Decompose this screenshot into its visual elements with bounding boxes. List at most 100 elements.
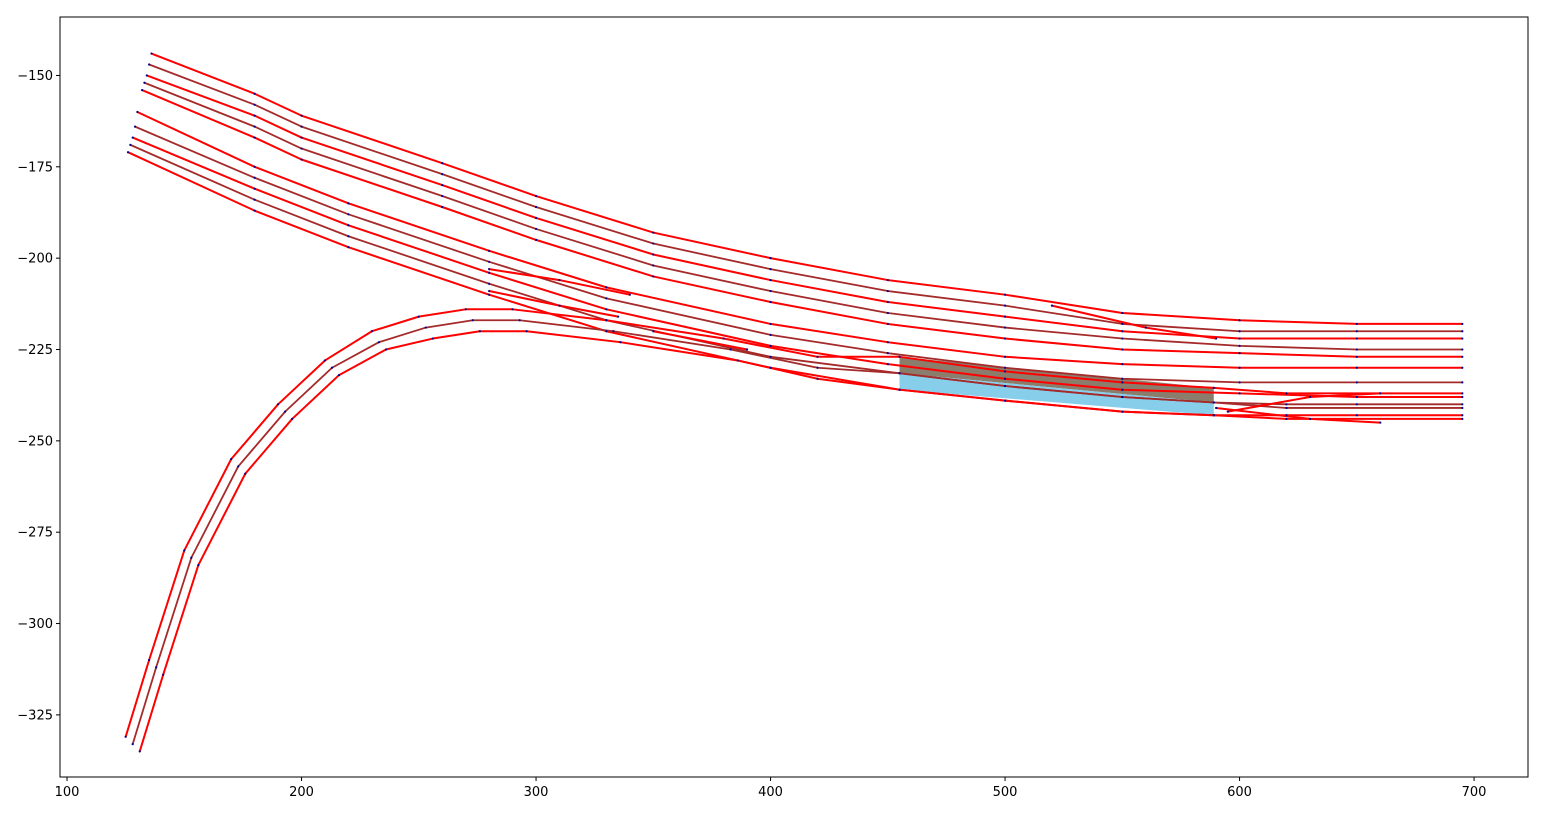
data-point [441,162,444,165]
data-point [1461,322,1464,326]
data-point [441,205,444,209]
data-point [488,289,491,293]
data-point [347,202,350,205]
data-point [488,249,491,252]
data-point [1121,311,1124,315]
data-point [244,472,247,475]
y-tick-label: −325 [17,708,53,723]
data-point [1461,417,1464,421]
data-point [431,337,434,340]
data-point [1238,337,1241,340]
data-point [253,209,256,212]
data-point [511,308,514,311]
boundary-line-2 [146,74,1463,340]
data-point [300,158,303,161]
data-point [347,235,350,238]
data-point [652,242,655,245]
data-point [1461,366,1464,369]
data-point [488,271,491,274]
data-point [253,92,256,95]
data-point [1121,377,1124,380]
data-point [126,151,130,154]
data-point [1355,366,1358,369]
data-point [377,341,381,344]
data-point [183,549,186,552]
data-point [1238,392,1241,395]
data-point [323,359,327,362]
data-point [300,114,303,117]
data-point [1003,377,1007,380]
data-point [1285,414,1288,417]
data-point [619,341,622,344]
data-point [605,297,608,300]
data-point [534,205,538,209]
data-point [1121,322,1124,326]
data-point [1144,326,1147,329]
data-point [1308,417,1312,421]
data-point [722,337,725,340]
data-point [1121,388,1124,391]
x-tick-label: 600 [1227,785,1252,800]
data-point [140,88,144,92]
x-tick-label: 300 [524,785,549,800]
data-point [337,373,341,377]
boundary-line-14 [488,290,619,318]
data-point [816,377,819,380]
data-point [1226,410,1229,413]
data-point [1461,392,1464,395]
data-point [558,304,561,307]
centerline-line-3 [144,81,1463,351]
data-point [330,366,334,369]
data-point [441,194,444,198]
data-point [1308,395,1312,399]
y-tick-label: −150 [17,69,53,84]
data-point [1238,366,1241,369]
data-point [300,125,303,128]
data-point [769,366,772,369]
data-point [253,103,256,106]
data-point [478,330,481,333]
data-point [300,136,303,139]
centerline-line-6 [134,125,1463,384]
data-point [1461,355,1464,358]
data-point [136,110,139,114]
data-point [1238,330,1241,333]
data-point [148,658,151,662]
highlight-lower-half [899,373,1214,416]
data-point [886,322,889,326]
data-point [1121,348,1124,351]
data-point [769,344,772,347]
y-tick-label: −300 [17,617,53,632]
data-point [471,319,474,322]
data-point [736,359,739,362]
data-point [605,330,608,333]
data-point [1461,381,1464,384]
data-point [253,187,256,190]
data-point [886,341,889,344]
data-point [605,319,608,322]
y-tick-label: −175 [17,160,53,175]
boundary-line-5 [136,111,1463,369]
data-point [1379,392,1382,395]
data-point [441,183,444,187]
data-point [886,300,889,304]
data-point [253,198,256,201]
data-point [769,355,772,358]
data-point [143,81,146,84]
data-point [534,238,538,241]
data-point [1003,366,1007,369]
data-point [131,136,134,139]
data-point [1215,337,1218,340]
data-point [652,330,655,333]
data-point [138,750,141,753]
data-point [518,319,521,322]
data-point [133,125,137,128]
data-point [558,278,561,282]
data-point [769,300,772,304]
data-point [370,330,373,333]
data-point [488,293,491,296]
data-point [1355,337,1358,340]
data-point [1121,330,1124,333]
y-tick-label: −250 [17,434,53,449]
data-point [1212,401,1215,404]
